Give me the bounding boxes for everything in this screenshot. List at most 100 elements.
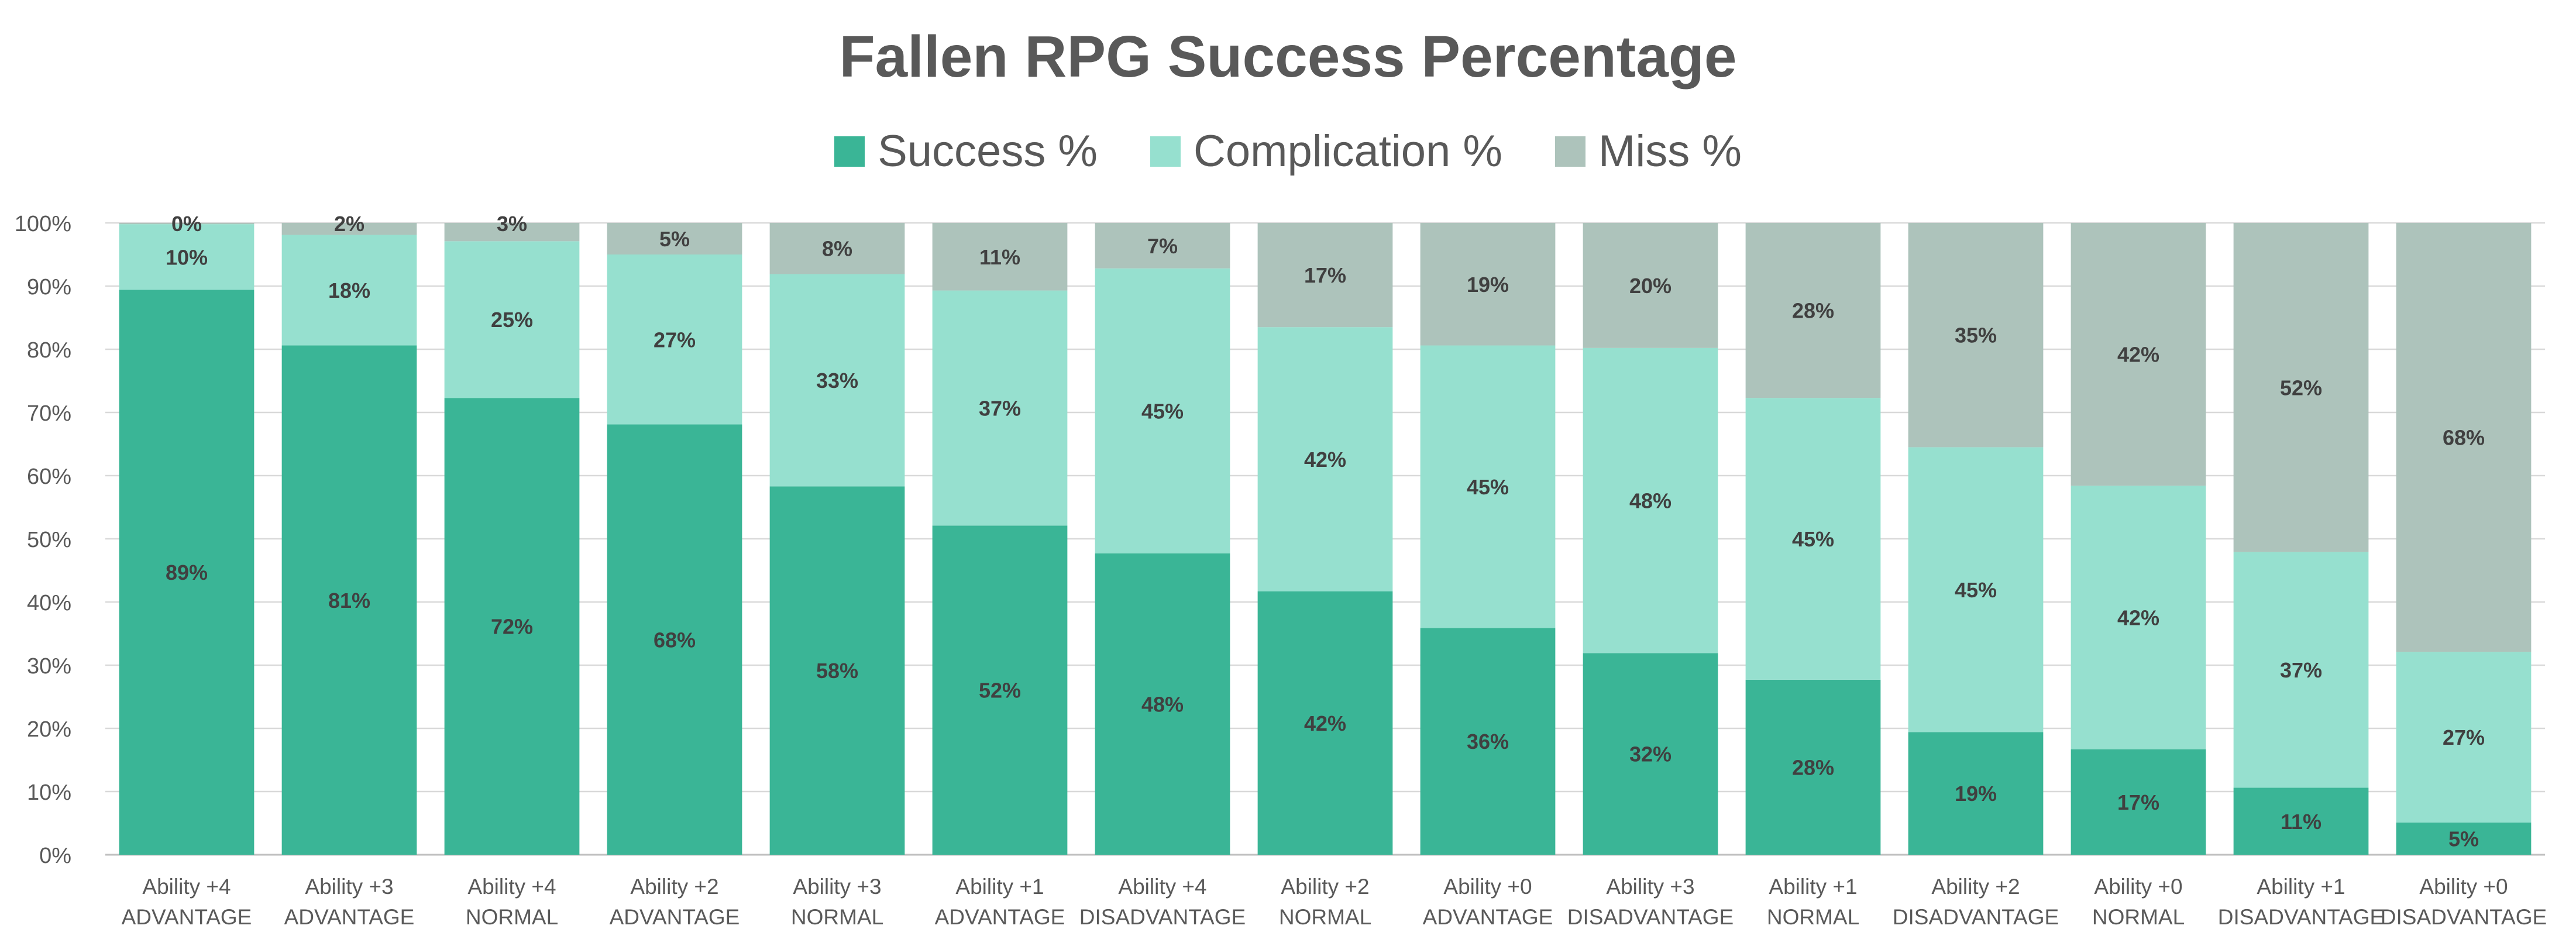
data-label: 28% [1792, 755, 1834, 779]
data-label: 52% [2280, 376, 2322, 400]
x-tick-label: Ability +1 [955, 875, 1044, 899]
data-label: 17% [2117, 790, 2159, 814]
x-tick-label: Ability +1 [1769, 875, 1857, 899]
x-tick-label: NORMAL [791, 905, 883, 929]
bar-segment-miss [1257, 223, 1393, 328]
data-label: 68% [654, 628, 696, 652]
bar-segment-success [1420, 628, 1556, 855]
bar-segment-success [932, 525, 1068, 855]
data-label: 42% [2117, 343, 2159, 367]
legend-swatch-complication [1150, 136, 1181, 167]
bar-segment-miss [2233, 223, 2369, 552]
bar-segment-complication [2396, 652, 2532, 823]
bar-segment-success [2396, 822, 2532, 855]
data-label: 7% [1147, 234, 1178, 258]
data-label: 25% [491, 308, 533, 332]
y-tick-label: 90% [27, 275, 71, 300]
data-label: 42% [1304, 711, 1346, 735]
bar-segment-miss [2396, 223, 2532, 652]
y-tick-label: 40% [27, 591, 71, 615]
bar-segment-success [607, 424, 742, 855]
data-label: 10% [166, 245, 208, 269]
bar-segment-complication [1257, 327, 1393, 591]
x-tick-label: Ability +3 [1606, 875, 1694, 899]
bar-segment-success [1257, 591, 1393, 855]
x-tick-label: Ability +4 [467, 875, 556, 899]
data-label: 28% [1792, 299, 1834, 323]
bar-segment-complication [1908, 447, 2044, 732]
bar-segment-complication [2233, 552, 2369, 788]
x-tick-label: Ability +4 [1118, 875, 1206, 899]
legend-label-complication: Complication % [1194, 126, 1503, 176]
bar-segment-miss [1095, 223, 1230, 269]
x-tick-label: DISADVANTAGE [2381, 905, 2547, 929]
data-label: 52% [979, 679, 1021, 703]
bar-segment-success [1908, 732, 2044, 855]
bar-segment-complication [607, 254, 742, 425]
data-label: 35% [1955, 324, 1997, 348]
data-label: 36% [1467, 730, 1509, 754]
data-label: 45% [1141, 399, 1184, 423]
bar-segment-complication [119, 224, 254, 290]
x-tick-label: Ability +0 [1443, 875, 1532, 899]
data-label: 32% [1629, 742, 1672, 766]
x-tick-label: Ability +3 [793, 875, 881, 899]
data-label: 8% [822, 237, 852, 261]
legend-swatch-success [834, 136, 865, 167]
legend-item-success: Success % [834, 126, 1098, 177]
bar-segment-miss [932, 223, 1068, 291]
x-tick-label: Ability +0 [2419, 875, 2508, 899]
bar-segment-complication [932, 290, 1068, 526]
x-tick-label: Ability +2 [1281, 875, 1369, 899]
bar-segment-miss [769, 223, 905, 274]
bar-segment-miss [281, 223, 417, 235]
bar-segment-complication [444, 241, 580, 398]
legend-label-miss: Miss % [1598, 126, 1742, 176]
bar-segment-complication [1420, 345, 1556, 628]
x-tick-label: Ability +2 [1931, 875, 2020, 899]
chart-title: Fallen RPG Success Percentage [839, 24, 1737, 90]
data-label: 27% [654, 328, 696, 352]
data-label: 68% [2443, 426, 2485, 450]
data-label: 3% [497, 212, 527, 236]
bar-segment-miss [119, 223, 254, 225]
data-label: 45% [1467, 475, 1509, 499]
bar-segment-miss [1908, 223, 2044, 448]
bar-segment-success [1745, 679, 1881, 855]
bar-segment-miss [1583, 223, 1718, 348]
legend-item-complication: Complication % [1150, 126, 1502, 177]
data-label: 17% [1304, 263, 1346, 287]
bar-segment-success [2233, 787, 2369, 855]
y-tick-label: 10% [27, 780, 71, 805]
bar-segment-success [2071, 749, 2206, 855]
data-label: 48% [1141, 692, 1184, 716]
bar-segment-success [769, 486, 905, 855]
x-tick-label: Ability +2 [630, 875, 718, 899]
data-label: 5% [659, 227, 690, 251]
x-tick-label: ADVANTAGE [284, 905, 415, 929]
data-label: 27% [2443, 725, 2485, 749]
data-label: 37% [2280, 658, 2322, 682]
bar-segment-miss [1420, 223, 1556, 346]
x-tick-label: Ability +4 [142, 875, 231, 899]
bar-segment-success [1095, 553, 1230, 855]
data-label: 18% [328, 278, 370, 302]
bar-segment-success [444, 398, 580, 855]
bar-segment-complication [769, 274, 905, 487]
data-label: 81% [328, 589, 370, 613]
x-tick-label: DISADVANTAGE [1567, 905, 1734, 929]
legend-item-miss: Miss % [1555, 126, 1742, 177]
y-tick-label: 60% [27, 465, 71, 489]
x-tick-label: Ability +3 [305, 875, 393, 899]
data-label: 5% [2448, 827, 2479, 851]
data-label: 2% [334, 212, 364, 236]
x-tick-label: NORMAL [1279, 905, 1371, 929]
data-label: 42% [2117, 606, 2159, 629]
bar-segment-success [1583, 653, 1718, 855]
x-tick-label: ADVANTAGE [610, 905, 740, 929]
data-label: 37% [979, 396, 1021, 420]
x-tick-label: DISADVANTAGE [2218, 905, 2384, 929]
x-tick-label: NORMAL [1767, 905, 1859, 929]
bar-segment-complication [2071, 486, 2206, 749]
data-label: 48% [1629, 489, 1672, 513]
